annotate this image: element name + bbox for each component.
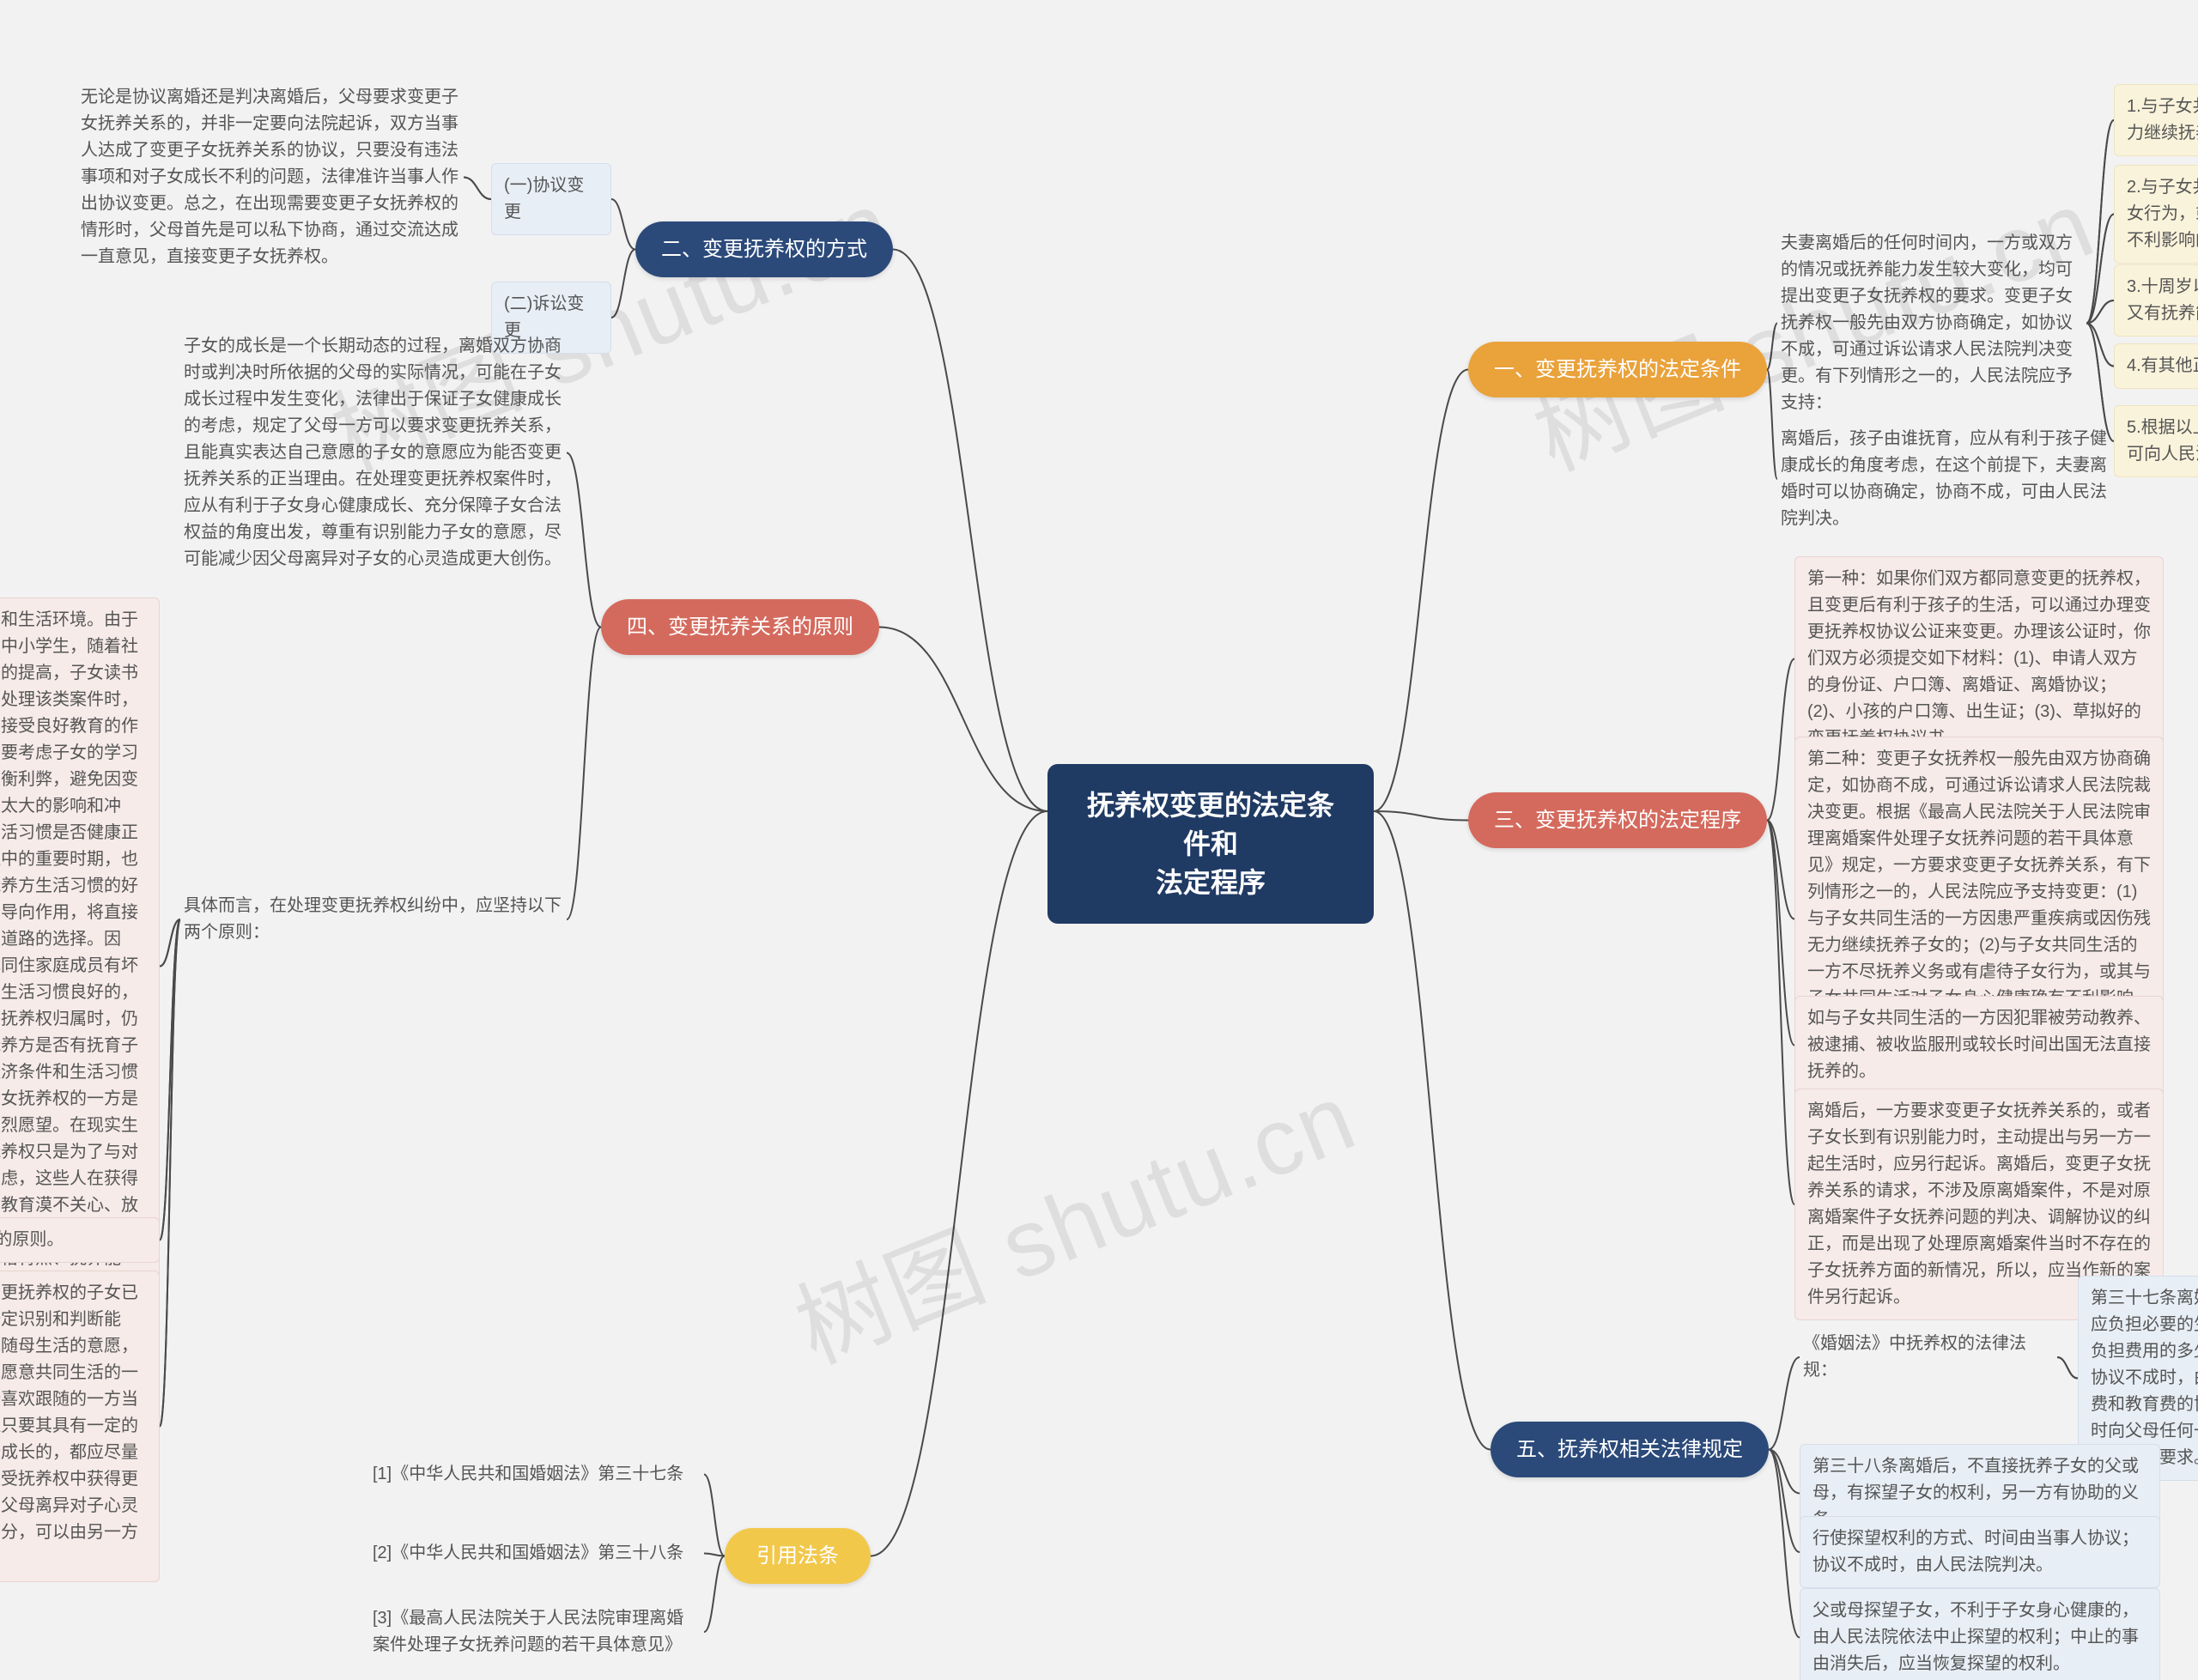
b1c1[interactable]: 夫妻离婚后的任何时间内，一方或双方的情况或抚养能力发生较大变化，均可提出变更子女… — [1777, 228, 2086, 418]
b1[interactable]: 一、变更抚养权的法定条件 — [1468, 342, 1767, 397]
b1c1c[interactable]: 3.十周岁以上未成年子女，愿随另一方生活，该方又有抚养能力的； — [2114, 264, 2198, 337]
b4c2c[interactable]: 在变更抚养纠纷案件中，如果被变更抚养权的子女已满十周岁，此时被抚养人一具备一定识… — [0, 1271, 160, 1582]
mindmap-stage: 树图 shutu.cn树图 shutu.cn树图 shutu.cn 抚养权变更的… — [0, 0, 2198, 1680]
b1c1b[interactable]: 2.与子女共同生活的一方不尽抚养义务或有虐待子女行为，或其与子女共同生活对子女身… — [2114, 165, 2198, 264]
b4c2[interactable]: 具体而言，在处理变更抚养权纠纷中，应坚持以下两个原则： — [180, 891, 567, 948]
watermark: 树图 shutu.cn — [773, 1040, 1372, 1389]
b3[interactable]: 三、变更抚养权的法定程序 — [1468, 792, 1767, 848]
b5c1[interactable]: 《婚姻法》中抚养权的法律法规： — [1800, 1329, 2057, 1386]
b2c1[interactable]: (一)协议变更 — [491, 163, 611, 235]
b1c1d[interactable]: 4.有其他正当理由需要变更的。 — [2114, 343, 2198, 389]
b5[interactable]: 五、抚养权相关法律规定 — [1491, 1422, 1769, 1477]
b2c1a[interactable]: 无论是协议离婚还是判决离婚后，父母要求变更子女抚养关系的，并非一定要向法院起诉，… — [77, 82, 464, 272]
b4c1[interactable]: 子女的成长是一个长期动态的过程，离婚双方协商时或判决时所依据的父母的实际情况，可… — [180, 331, 567, 574]
root-node[interactable]: 抚养权变更的法定条件和 法定程序 — [1047, 764, 1374, 924]
b6c2[interactable]: [2]《中华人民共和国婚姻法》第三十八条 — [369, 1538, 704, 1568]
b6c3[interactable]: [3]《最高人民法院关于人民法院审理离婚案件处理子女抚养问题的若干具体意见》 — [369, 1604, 704, 1660]
b3c3[interactable]: 如与子女共同生活的一方因犯罪被劳动教养、被逮捕、被收监服刑或较长时间出国无法直接… — [1794, 996, 2164, 1095]
b6c1[interactable]: [1]《中华人民共和国婚姻法》第三十七条 — [369, 1459, 704, 1489]
b1c2[interactable]: 离婚后，孩子由谁抚育，应从有利于孩子健康成长的角度考虑，在这个前提下，夫妻离婚时… — [1777, 424, 2112, 534]
b1c1e[interactable]: 5.根据以上规定，只要具有上述任意一个条件，即可向人民法院申请变更抚养权。 — [2114, 405, 2198, 477]
b5c4[interactable]: 父或母探望子女，不利于子女身心健康的，由人民法院依法中止探望的权利；中止的事由消… — [1800, 1588, 2160, 1680]
b2[interactable]: 二、变更抚养权的方式 — [635, 221, 893, 277]
b4c2b[interactable]: (二)坚持尊重有识别能力子女意愿的原则。 — [0, 1217, 160, 1263]
b3c1[interactable]: 第一种：如果你们双方都同意变更的抚养权，且变更后有利于孩子的生活，可以通过办理变… — [1794, 556, 2164, 761]
b1c1a[interactable]: 1.与子女共同生活的一方因患严重疾病或因伤残无力继续抚养子女的； — [2114, 84, 2198, 156]
b6[interactable]: 引用法条 — [725, 1528, 871, 1584]
b4[interactable]: 四、变更抚养关系的原则 — [601, 599, 879, 655]
b5c3[interactable]: 行使探望权利的方式、时间由当事人协议；协议不成时，由人民法院判决。 — [1800, 1516, 2160, 1588]
